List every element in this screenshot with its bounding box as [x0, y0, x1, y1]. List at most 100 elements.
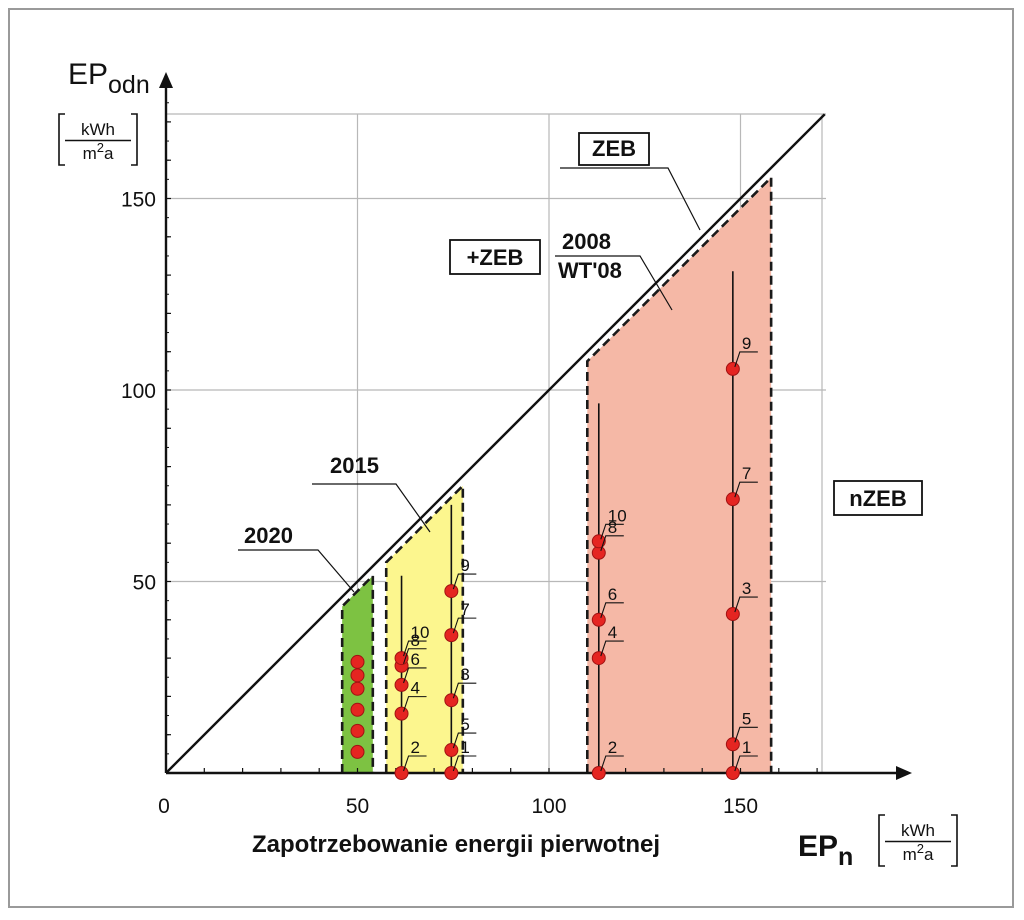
- point-label: 2: [608, 738, 617, 757]
- point-leader: [403, 667, 427, 684]
- point-leader: [452, 755, 477, 772]
- data-point: [591, 766, 606, 780]
- x-tick-label: 150: [723, 795, 758, 818]
- point-label: 2: [411, 738, 420, 757]
- band-label-2008: 2008: [562, 229, 611, 254]
- data-point: [350, 681, 365, 696]
- point-label: 3: [742, 579, 751, 598]
- svg-text:kWh: kWh: [81, 120, 115, 139]
- data-point: [444, 628, 459, 643]
- data-point: [350, 723, 365, 738]
- unit-bracket: [878, 814, 885, 867]
- leader-2015: [312, 483, 431, 533]
- svg-text:kWh: kWh: [901, 821, 935, 840]
- y-tick-label: 100: [121, 380, 156, 403]
- point-leader: [734, 481, 758, 498]
- point-label: 7: [460, 600, 469, 619]
- point-leader: [452, 617, 477, 634]
- y-tick-label: 50: [133, 572, 156, 595]
- point-leader: [403, 648, 427, 664]
- y-axis-symbol: EPodn: [68, 58, 150, 99]
- point-leader: [734, 351, 758, 368]
- y-axis-unit: kWh m2a: [81, 120, 115, 163]
- data-point: [394, 651, 409, 666]
- point-label: 3: [460, 665, 469, 684]
- point-leader: [403, 640, 427, 657]
- data-point: [350, 654, 365, 669]
- band-outline-2008: [585, 174, 773, 773]
- point-leader: [734, 726, 758, 743]
- point-leader: [452, 573, 477, 590]
- diagonal-line: [165, 113, 826, 774]
- point-label: 4: [608, 623, 617, 642]
- data-point: [350, 702, 365, 717]
- band-outline-2015: [384, 482, 465, 773]
- point-leader: [600, 523, 624, 540]
- point-leader: [452, 732, 477, 749]
- data-point: [591, 612, 606, 627]
- plus-zeb-label-box: [449, 239, 541, 275]
- labels: 2468101537924681015379ZEB+ZEBnZEB2008WT'…: [238, 132, 923, 772]
- x-tick-label: 0: [158, 795, 170, 818]
- data-point: [725, 492, 740, 507]
- point-leader: [403, 696, 427, 712]
- y-axis-arrow: [159, 72, 173, 88]
- data-point: [394, 706, 409, 721]
- band-outline-2020: [340, 572, 375, 773]
- x-axis-unit: kWh m2a: [901, 821, 935, 864]
- data-point: [725, 766, 740, 780]
- data-point: [725, 737, 740, 752]
- band-label-2020: 2020: [244, 523, 293, 548]
- point-label: 6: [411, 650, 420, 669]
- point-label: 1: [742, 738, 751, 757]
- band-2008: [587, 177, 772, 773]
- points: [350, 361, 740, 780]
- leader-2008: [555, 255, 673, 311]
- x-axis-label: Zapotrzebowanie energii pierwotnej: [252, 831, 660, 858]
- point-label: 10: [411, 623, 430, 642]
- point-label: 5: [460, 715, 469, 734]
- x-tick-label: 50: [346, 795, 369, 818]
- point-label: 9: [460, 556, 469, 575]
- svg-text:m2a: m2a: [83, 140, 114, 163]
- zeb-label: ZEB: [592, 136, 636, 161]
- zeb-label-box: [578, 132, 650, 166]
- point-label: 9: [742, 334, 751, 353]
- point-label: 5: [742, 709, 751, 728]
- x-axis-arrow: [896, 766, 912, 780]
- data-point: [350, 668, 365, 683]
- x-axis-symbol: EPn: [798, 830, 853, 871]
- point-label: 6: [608, 585, 617, 604]
- leader-2020: [238, 549, 355, 593]
- point-leader: [600, 755, 624, 772]
- data-point: [350, 744, 365, 759]
- data-point: [444, 693, 459, 708]
- point-label: 8: [411, 631, 420, 650]
- point-leader: [734, 596, 758, 613]
- point-leader: [600, 640, 624, 657]
- point-leader: [403, 755, 427, 772]
- band-label-wt08: WT'08: [558, 258, 622, 283]
- axes: 0 50 100 150 50 100 150: [58, 72, 958, 867]
- unit-bracket: [58, 113, 65, 166]
- zeb-leader: [560, 167, 701, 231]
- figure-frame: [8, 8, 1014, 908]
- point-leader: [452, 682, 477, 699]
- band-label-2015: 2015: [330, 453, 379, 478]
- point-label: 7: [742, 464, 751, 483]
- data-point: [394, 766, 409, 780]
- point-label: 8: [608, 518, 617, 537]
- data-point: [591, 651, 606, 666]
- unit-bracket: [131, 113, 138, 166]
- data-point: [394, 677, 409, 692]
- data-point: [725, 607, 740, 622]
- nzeb-label-box: [833, 480, 923, 516]
- y-tick-label: 150: [121, 189, 156, 212]
- x-tick-label: 100: [531, 795, 566, 818]
- data-point: [725, 361, 740, 376]
- point-leader: [600, 535, 624, 551]
- plus-zeb-label: +ZEB: [467, 245, 524, 270]
- point-leader: [734, 755, 758, 772]
- point-leader: [600, 602, 624, 618]
